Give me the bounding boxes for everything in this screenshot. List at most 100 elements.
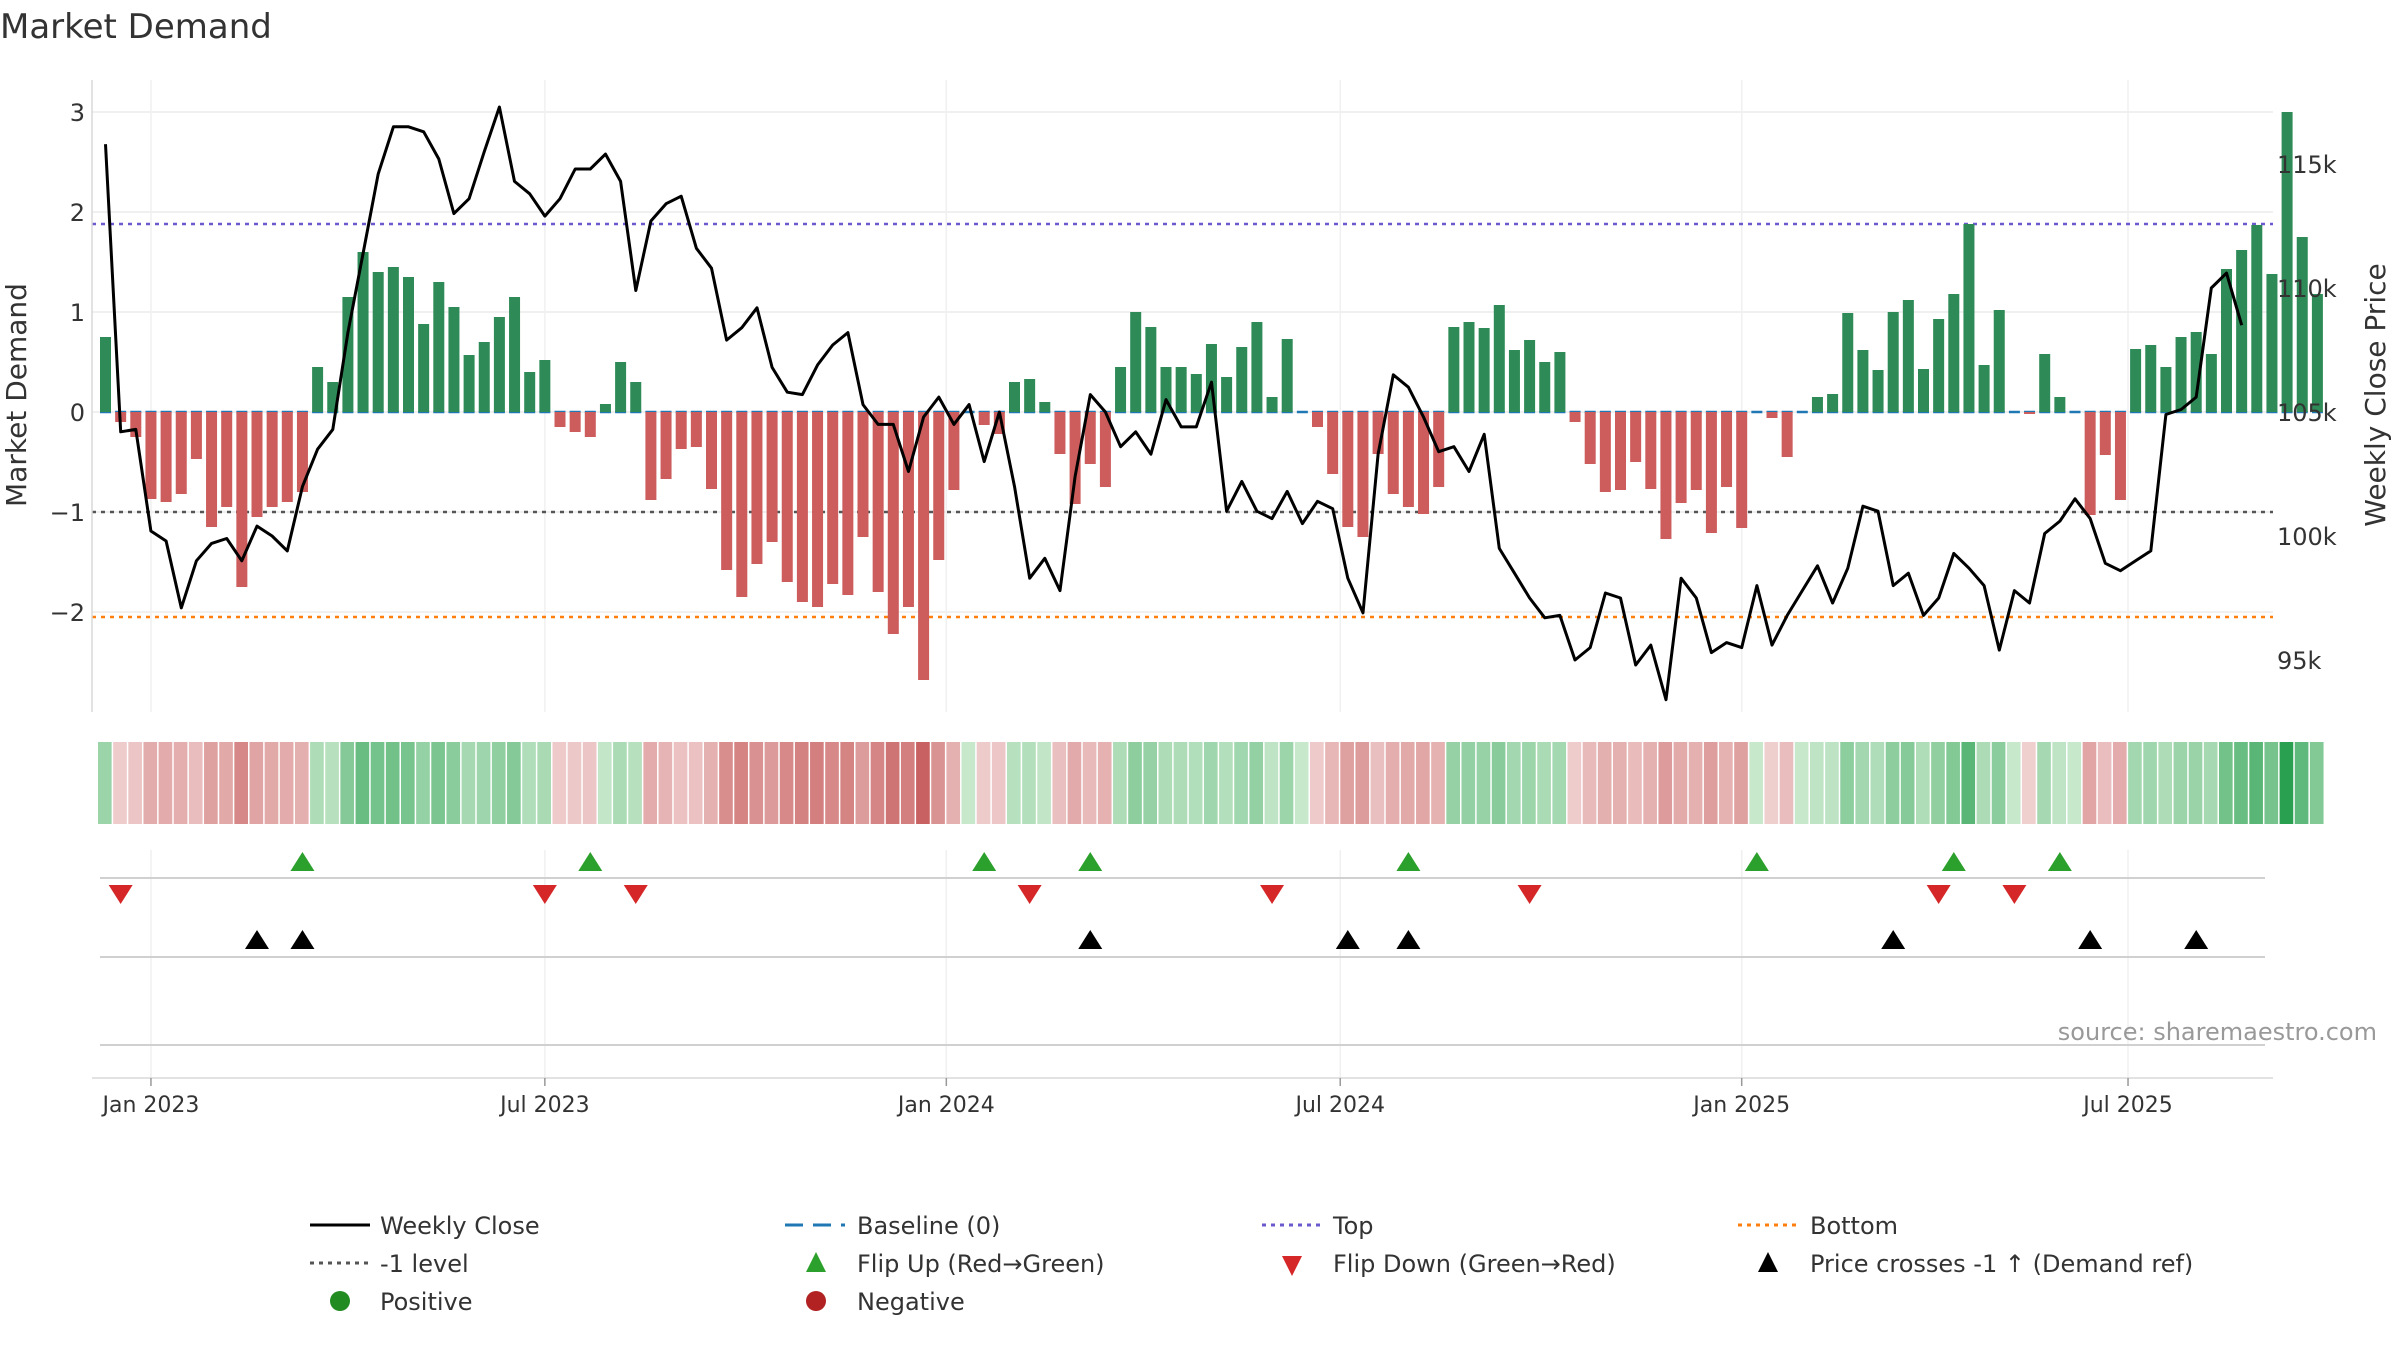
weekly-close-line <box>104 105 2244 702</box>
demand-bar-negative <box>660 412 672 479</box>
heatmap-cell <box>355 742 370 824</box>
demand-bar-positive <box>1024 379 1036 412</box>
heatmap-cell <box>1325 742 1339 824</box>
demand-bar-positive <box>1842 313 1854 412</box>
heatmap-cell <box>2143 742 2157 824</box>
heatmap-cell <box>1188 742 1203 824</box>
heatmap-cell <box>1840 742 1854 824</box>
demand-bar-negative <box>751 412 763 564</box>
demand-bar-negative <box>569 412 581 432</box>
demand-bar-positive <box>524 372 536 412</box>
flip-up-marker <box>290 852 315 871</box>
demand-bar-positive <box>372 272 384 412</box>
demand-bar-negative <box>827 412 839 584</box>
heatmap-cell <box>1203 742 1218 824</box>
demand-bar-negative <box>1402 412 1414 507</box>
y2-tick-label: 105k <box>2277 399 2337 427</box>
heatmap-cell <box>1870 742 1885 824</box>
demand-bar-positive <box>1130 312 1142 412</box>
y-tick-label: 1 <box>70 299 85 327</box>
heatmap-cell <box>1385 742 1400 824</box>
heatmap-cell <box>567 742 582 824</box>
heatmap-cell <box>2067 742 2082 824</box>
demand-bar-positive <box>630 382 642 412</box>
heatmap-cell <box>491 742 506 824</box>
legend-price-cross-icon <box>1758 1252 1778 1272</box>
heatmap-cell <box>582 742 597 824</box>
demand-bar-positive <box>1205 344 1217 412</box>
heatmap-cell <box>1067 742 1082 824</box>
flip-up-marker <box>1941 852 1966 871</box>
heatmap-cell <box>1219 742 1233 824</box>
demand-bar-negative <box>812 412 824 607</box>
demand-bar-negative <box>978 412 990 425</box>
flip-up-marker <box>578 852 603 871</box>
heatmap-cell <box>794 742 809 824</box>
demand-bar-positive <box>1145 327 1157 412</box>
demand-bar-positive <box>1009 382 1020 412</box>
legend-positive-icon <box>330 1291 350 1311</box>
heatmap-cell <box>1567 742 1582 824</box>
y-tick-label: 0 <box>70 399 85 427</box>
demand-bar-positive <box>2251 225 2263 412</box>
x-tick-label: Jan 2025 <box>1691 1093 1790 1118</box>
demand-bar-negative <box>948 412 960 490</box>
flip-down-marker <box>108 885 133 904</box>
heatmap-cell <box>234 742 248 824</box>
demand-bar-positive <box>493 317 505 412</box>
y2-tick-label: 115k <box>2277 151 2337 179</box>
demand-bar-negative <box>796 412 808 602</box>
heatmap-cell <box>613 742 627 824</box>
x-tick-label: Jul 2025 <box>2081 1093 2173 1118</box>
heatmap-cell <box>1613 742 1627 824</box>
demand-bar-positive <box>1887 312 1899 412</box>
demand-bar-positive <box>2160 367 2172 412</box>
demand-bar-negative <box>1584 412 1596 464</box>
heatmap-cell <box>2022 742 2036 824</box>
heatmap-cell <box>1158 742 1173 824</box>
heatmap-cell <box>1294 742 1309 824</box>
demand-bar-negative <box>1690 412 1702 490</box>
heatmap-cell <box>1097 742 1112 824</box>
heatmap-cell <box>916 742 930 824</box>
demand-bar-positive <box>433 282 445 412</box>
price-cross-marker <box>2184 930 2209 949</box>
heatmap-cell <box>370 742 385 824</box>
demand-bar-positive <box>1918 369 1929 412</box>
demand-bar-negative <box>1054 412 1066 454</box>
weekly-close-layer <box>104 105 2244 702</box>
chart-title: Market Demand <box>0 7 272 47</box>
heatmap-cell <box>1461 742 1476 824</box>
demand-bar-negative <box>175 412 187 494</box>
heatmap-cell <box>325 742 339 824</box>
y2-tick-label: 110k <box>2277 275 2337 303</box>
demand-bar-negative <box>145 412 157 499</box>
demand-bar-negative <box>296 412 308 492</box>
demand-bar-negative <box>2024 412 2036 414</box>
flip-up-marker <box>1078 852 1103 871</box>
legend-minus-one-label: -1 level <box>380 1250 469 1278</box>
demand-bar-positive <box>2175 337 2187 412</box>
heatmap-cell <box>976 742 991 824</box>
heatmap-cell <box>537 742 551 824</box>
demand-bar-negative <box>1599 412 1611 492</box>
demand-bar-positive <box>1478 328 1490 412</box>
demand-bar-positive <box>2236 250 2248 412</box>
heatmap-cell <box>764 742 779 824</box>
heatmap-cell <box>1764 742 1779 824</box>
heatmap-cell <box>1416 742 1430 824</box>
heatmap-cell <box>1234 742 1248 824</box>
heatmap-cell <box>1779 742 1794 824</box>
heatmap-cell <box>810 742 824 824</box>
price-cross-marker <box>1335 930 1360 949</box>
heatmap-cell <box>461 742 476 824</box>
demand-bar-positive <box>1448 327 1460 412</box>
demand-bar-positive <box>2311 294 2323 412</box>
demand-heatmap-strip <box>98 742 2324 824</box>
heatmap-cell <box>1113 742 1127 824</box>
heatmap-cell <box>431 742 445 824</box>
demand-bar-negative <box>1569 412 1581 422</box>
heatmap-cell <box>2249 742 2263 824</box>
heatmap-cell <box>2128 742 2142 824</box>
demand-bar-negative <box>1312 412 1323 427</box>
